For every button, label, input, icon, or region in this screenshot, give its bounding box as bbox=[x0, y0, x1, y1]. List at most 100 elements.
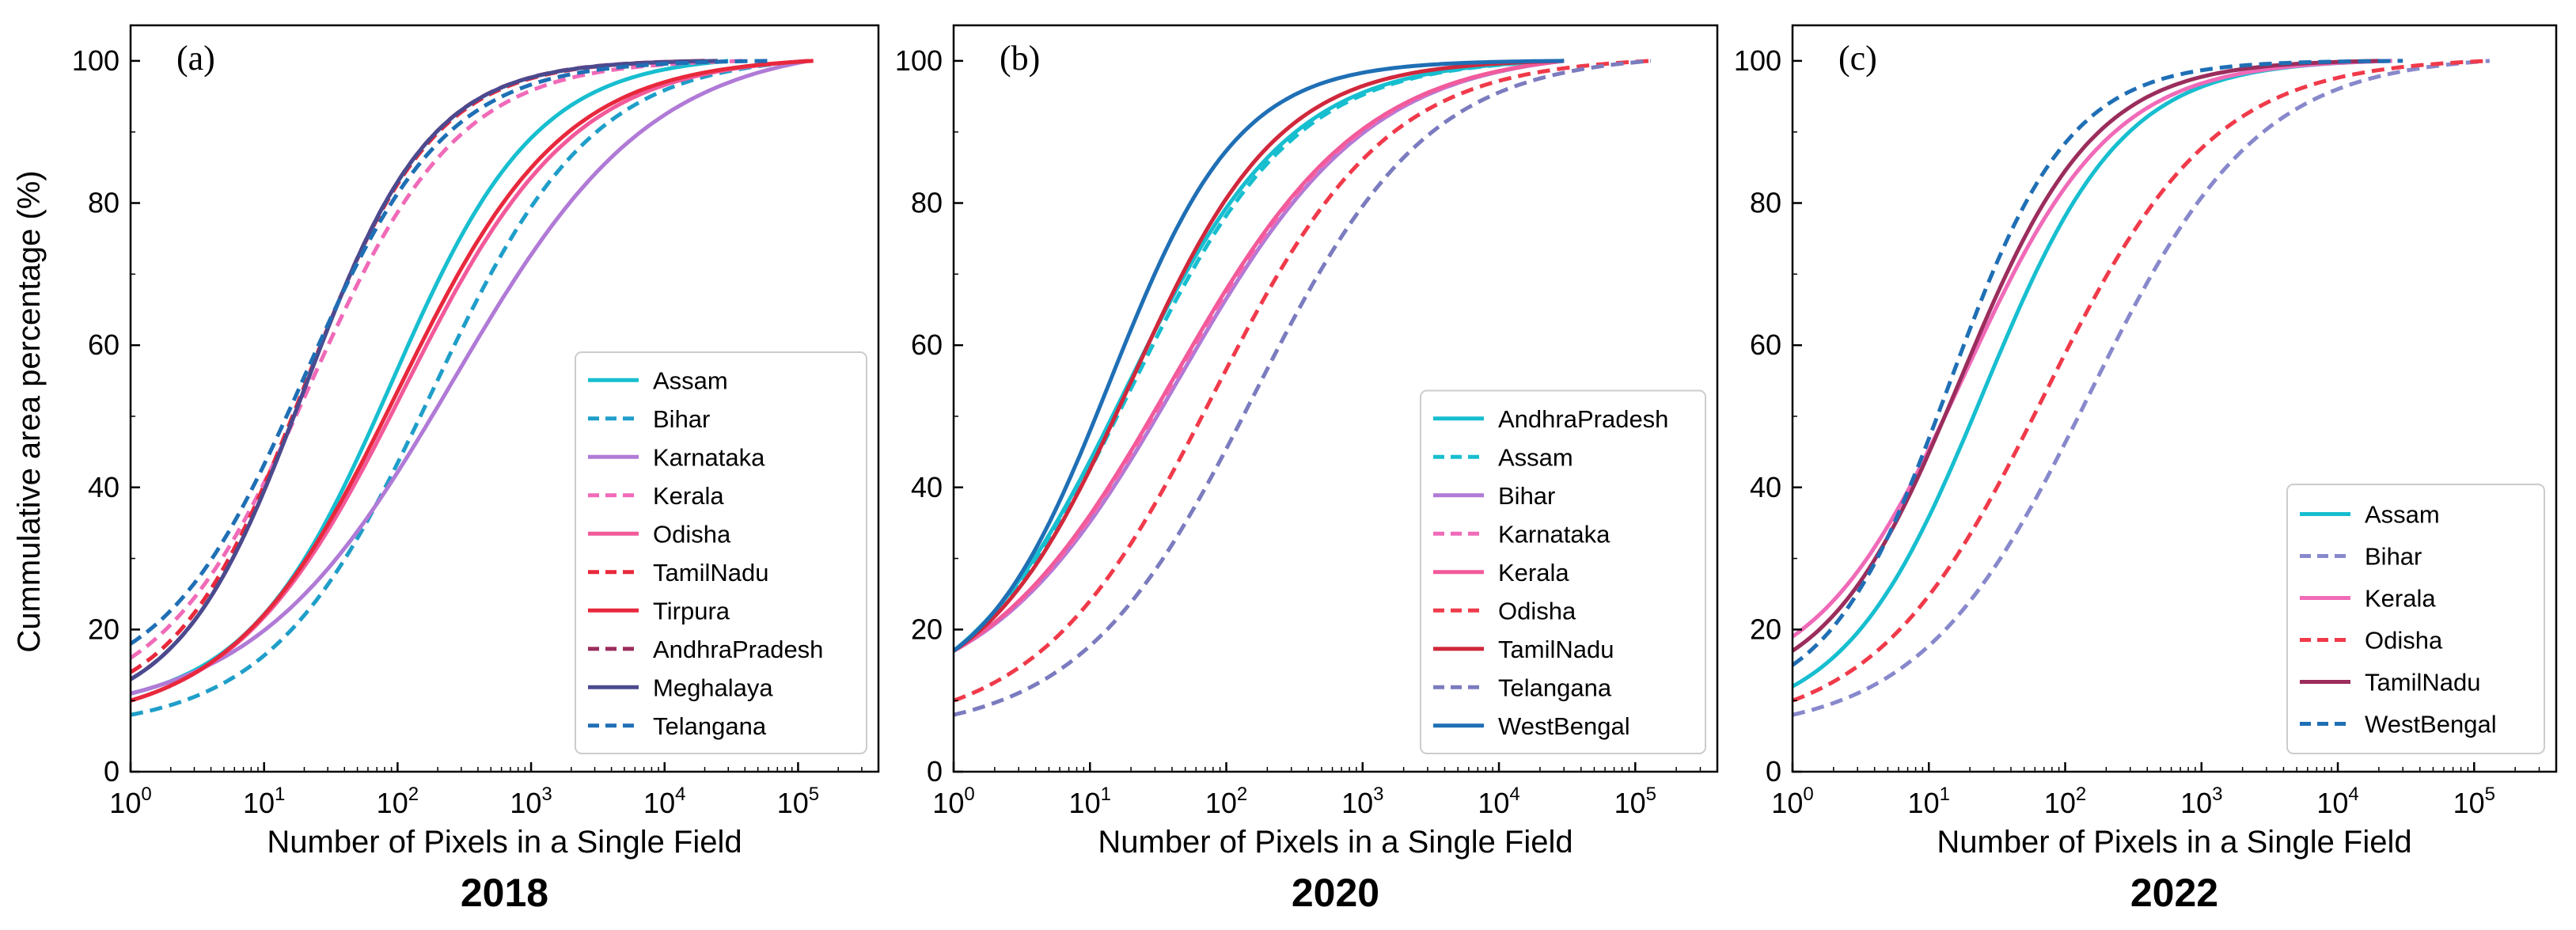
panel-a-xtick-label: 105 bbox=[777, 784, 819, 819]
panel-a-xtick-label: 104 bbox=[643, 784, 685, 819]
panel-b-ytick-label: 100 bbox=[895, 44, 943, 77]
panel-c-series-kerala bbox=[1793, 59, 2392, 639]
panel-a-plot-frame bbox=[129, 24, 880, 773]
panel-a-ytick-label: 0 bbox=[104, 755, 120, 788]
panel-b-legend-label: Kerala bbox=[1498, 559, 1569, 586]
panel-b-plot-frame bbox=[952, 24, 1719, 773]
panel-b-ytick-label: 20 bbox=[911, 613, 943, 645]
panel-b: 0 20 40 60 80 100 100 101 102 103 104 105 Number of … bbox=[895, 24, 1719, 915]
panel-a-ytick-label: 20 bbox=[88, 613, 120, 645]
panel-a-series-group bbox=[131, 59, 814, 717]
panel-a-xlabel: Number of Pixels in a Single Field bbox=[267, 825, 742, 860]
panel-b-ytick-label: 0 bbox=[927, 755, 943, 788]
panel-c-ytick-label: 100 bbox=[1734, 44, 1781, 77]
panel-c-ytick-label: 60 bbox=[1750, 328, 1781, 361]
panel-a-legend-box bbox=[575, 351, 867, 754]
panel-c-ytick-label: 40 bbox=[1750, 471, 1781, 503]
panel-c-xtick-label: 100 bbox=[1771, 784, 1813, 819]
panel-b-series-kerala bbox=[954, 59, 1565, 653]
panel-a-label: (a) bbox=[176, 39, 215, 78]
panel-c-xtick-label: 103 bbox=[2180, 784, 2222, 819]
panel-b-xtick-label: 100 bbox=[932, 784, 974, 819]
panel-a-series-telangana bbox=[131, 59, 769, 646]
panel-b-label: (b) bbox=[1000, 39, 1040, 78]
panel-b-legend-label: Bihar bbox=[1498, 482, 1555, 510]
panel-c: 0 20 40 60 80 100 100 101 102 103 104 105 Number of … bbox=[1734, 24, 2558, 915]
panel-c-ytick-label: 80 bbox=[1750, 187, 1781, 219]
panel-a-xtick-label: 101 bbox=[243, 784, 285, 819]
panel-c-caption: 2022 bbox=[2130, 871, 2218, 915]
panel-b-xlabel: Number of Pixels in a Single Field bbox=[1098, 825, 1573, 860]
panel-a-series-karnataka bbox=[131, 59, 810, 696]
panel-c-series-bihar bbox=[1793, 59, 2491, 717]
panel-c-series-group bbox=[1793, 59, 2491, 717]
panel-a-caption: 2018 bbox=[461, 871, 548, 915]
panel-b-legend-box bbox=[1420, 389, 1706, 754]
panel-a-series-tirpura bbox=[131, 59, 814, 703]
panel-a-legend-label: AndhraPradesh bbox=[653, 636, 823, 663]
panel-a-ytick-label: 80 bbox=[88, 187, 120, 219]
panel-b-ytick-label: 60 bbox=[911, 328, 943, 361]
panel-b-series-telangana bbox=[954, 59, 1652, 717]
panel-a-ytick-label: 40 bbox=[88, 471, 120, 503]
panel-a-series-meghalaya bbox=[131, 59, 718, 681]
panel-c-xtick-label: 105 bbox=[2453, 784, 2495, 819]
panel-c-legend-label: TamilNadu bbox=[2365, 669, 2480, 697]
panel-b-series-tamilnadu bbox=[954, 59, 1565, 653]
panel-a-legend-label: Odisha bbox=[653, 520, 731, 548]
panel-b-legend: AndhraPradesh Assam Bihar Karnataka Kerala Od… bbox=[1420, 389, 1706, 754]
panel-c-ytick-label: 0 bbox=[1766, 755, 1781, 788]
panel-b-ytick-label: 80 bbox=[911, 187, 943, 219]
panel-c-label: (c) bbox=[1838, 39, 1877, 78]
panel-b-legend-label: AndhraPradesh bbox=[1498, 405, 1668, 433]
panel-b-legend-label: Karnataka bbox=[1498, 520, 1610, 548]
panel-b-legend-label: TamilNadu bbox=[1498, 636, 1614, 663]
panel-b-xtick-label: 102 bbox=[1205, 784, 1247, 819]
panel-b-series-odisha bbox=[954, 59, 1652, 703]
panel-a-legend-label: Tirpura bbox=[653, 597, 730, 624]
panel-b-series-westbengal bbox=[954, 59, 1565, 653]
panel-b-xtick-label: 103 bbox=[1341, 784, 1383, 819]
panel-a-legend-label: Telangana bbox=[653, 712, 767, 740]
panel-c-legend-label: Bihar bbox=[2365, 543, 2422, 571]
panel-c-legend-box bbox=[2286, 484, 2545, 754]
panel-c-series-westbengal bbox=[1793, 59, 2403, 667]
y-axis-label: Cummulative area percentage (%) bbox=[12, 170, 47, 652]
panel-a-legend-label: Assam bbox=[653, 366, 728, 394]
panel-a-legend: Assam Bihar Karnataka Kerala Odisha TamilNadu… bbox=[575, 351, 867, 754]
panel-a-legend-label: Bihar bbox=[653, 405, 710, 433]
panel-b-caption: 2020 bbox=[1292, 871, 1379, 915]
panel-b-legend-label: Assam bbox=[1498, 443, 1573, 471]
panel-b-series-andhrapradesh bbox=[954, 59, 1565, 653]
panel-b-legend-label: Odisha bbox=[1498, 597, 1576, 624]
panel-a-xtick-label: 100 bbox=[109, 784, 151, 819]
panel-a-series-bihar bbox=[131, 59, 810, 717]
panel-a-legend-label: Karnataka bbox=[653, 443, 765, 471]
panel-c-legend-label: Odisha bbox=[2365, 627, 2443, 655]
panel-b-ytick-label: 40 bbox=[911, 471, 943, 503]
panel-b-legend-label: WestBengal bbox=[1498, 712, 1630, 740]
panel-b-series-group bbox=[954, 59, 1652, 717]
panel-a-legend-label: Kerala bbox=[653, 482, 724, 510]
panel-c-legend-label: WestBengal bbox=[2365, 711, 2497, 738]
panel-c-legend-label: Kerala bbox=[2365, 585, 2436, 613]
panel-a-legend-label: Meghalaya bbox=[653, 674, 773, 701]
panel-c-xlabel: Number of Pixels in a Single Field bbox=[1937, 825, 2411, 860]
panel-c-legend-label: Assam bbox=[2365, 501, 2440, 529]
panel-c-xtick-label: 102 bbox=[2044, 784, 2086, 819]
panel-b-legend-label: Telangana bbox=[1498, 674, 1612, 701]
panel-a: 0 20 40 60 80 100 100 101 102 103 104 105 Number of … bbox=[72, 24, 880, 915]
panel-a-xtick-label: 102 bbox=[377, 784, 419, 819]
panel-c-plot-frame bbox=[1791, 24, 2558, 773]
panel-c-legend: Assam Bihar Kerala Odisha TamilNadu WestBenga… bbox=[2286, 484, 2545, 754]
panel-c-ytick-label: 20 bbox=[1750, 613, 1781, 645]
panel-c-xtick-label: 104 bbox=[2316, 784, 2358, 819]
panel-c-xtick-label: 101 bbox=[1908, 784, 1950, 819]
panel-b-xtick-label: 101 bbox=[1069, 784, 1111, 819]
panel-a-ytick-label: 60 bbox=[88, 328, 120, 361]
panel-a-legend-label: TamilNadu bbox=[653, 559, 768, 586]
panel-a-xtick-label: 103 bbox=[510, 784, 552, 819]
panel-a-ytick-label: 100 bbox=[72, 44, 120, 77]
panel-b-xtick-label: 104 bbox=[1478, 784, 1519, 819]
